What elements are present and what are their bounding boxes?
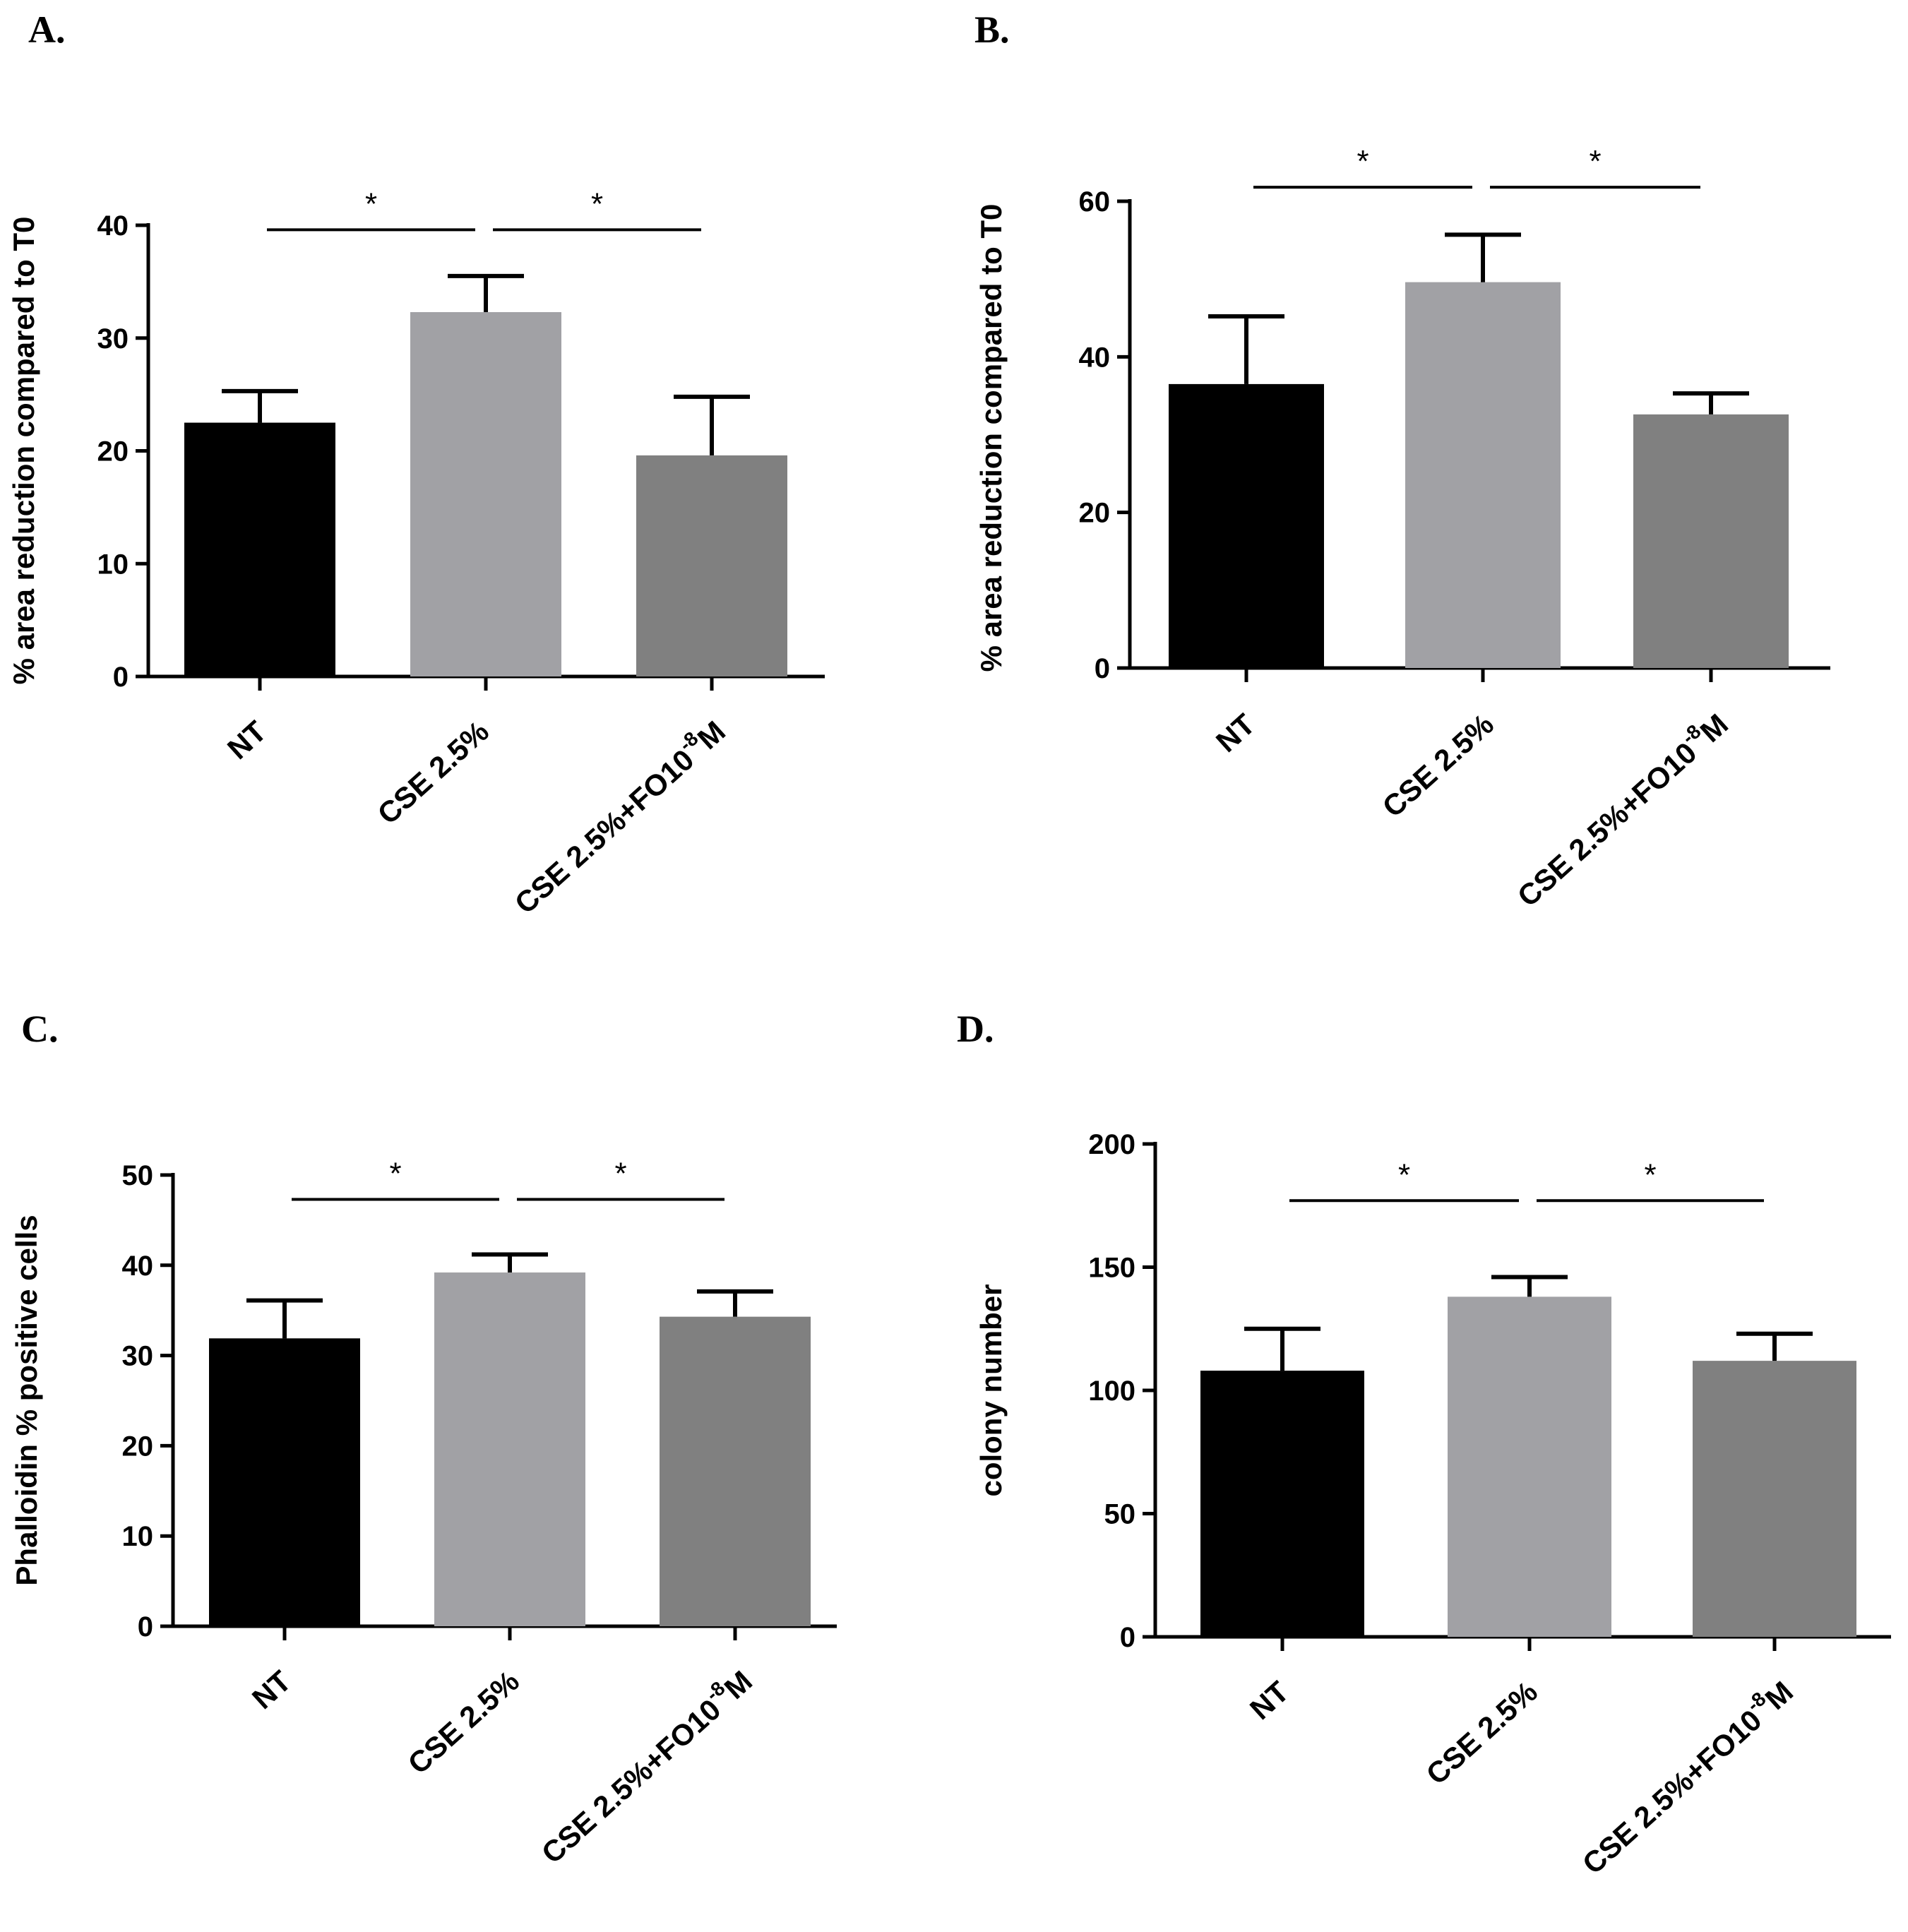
category-label: CSE 2.5%+FO10-8M bbox=[1573, 1671, 1799, 1881]
significance-marker: * bbox=[614, 1157, 626, 1191]
category-label: NT bbox=[1210, 708, 1261, 759]
category-label: CSE 2.5% bbox=[371, 715, 495, 831]
panel-letter: B. bbox=[974, 8, 1010, 51]
panel-letter: D. bbox=[957, 1008, 994, 1050]
panel-letter: A. bbox=[28, 8, 66, 51]
y-axis-label: % area reduction compared to T0 bbox=[7, 217, 40, 685]
category-label: NT bbox=[246, 1664, 297, 1716]
y-axis-label: Phalloidin % positive cells bbox=[10, 1215, 43, 1585]
bar-2 bbox=[1448, 1296, 1611, 1637]
y-axis-label: colony number bbox=[974, 1284, 1008, 1496]
y-tick-label: 50 bbox=[1104, 1499, 1136, 1530]
category-label-text: CSE 2.5%+FO10 bbox=[535, 1693, 727, 1870]
y-tick-label: 100 bbox=[1088, 1376, 1135, 1407]
bar-3 bbox=[636, 455, 787, 676]
y-tick-label: 40 bbox=[97, 210, 129, 242]
category-label-suffix: M bbox=[691, 715, 732, 756]
category-label-text: CSE 2.5% bbox=[402, 1664, 525, 1781]
category-label: CSE 2.5% bbox=[402, 1664, 525, 1781]
y-tick-label: 50 bbox=[122, 1160, 154, 1191]
bar-1 bbox=[209, 1338, 360, 1626]
y-tick-label: 20 bbox=[122, 1431, 154, 1462]
significance-marker: * bbox=[1589, 144, 1601, 179]
bar-1 bbox=[1200, 1371, 1364, 1637]
significance-marker: * bbox=[591, 186, 603, 221]
y-tick-label: 20 bbox=[97, 436, 129, 467]
y-tick-label: 10 bbox=[122, 1521, 154, 1552]
chart-panel-c: C. Phalloidin % positive cells 0 10 20 30 40 50… bbox=[10, 1008, 837, 1870]
panel-letter: C. bbox=[21, 1008, 59, 1050]
category-label: CSE 2.5%+FO10-8M bbox=[505, 711, 732, 921]
y-tick-label: 150 bbox=[1088, 1253, 1135, 1284]
category-label: CSE 2.5% bbox=[1376, 708, 1500, 824]
significance-marker: * bbox=[389, 1157, 401, 1191]
y-tick-label: 30 bbox=[122, 1341, 154, 1372]
y-tick-label: 40 bbox=[122, 1251, 154, 1282]
category-label-text: CSE 2.5% bbox=[1420, 1675, 1544, 1791]
y-tick-label: 0 bbox=[1120, 1622, 1135, 1653]
y-tick-label: 0 bbox=[138, 1611, 153, 1642]
bar-1 bbox=[184, 422, 335, 676]
category-label-text: NT bbox=[1244, 1675, 1295, 1727]
significance-marker: * bbox=[365, 186, 377, 221]
significance-marker: * bbox=[1357, 144, 1369, 179]
bar-2 bbox=[434, 1272, 585, 1626]
category-label: CSE 2.5% bbox=[1420, 1675, 1544, 1791]
bar-2 bbox=[410, 312, 561, 676]
category-label-text: NT bbox=[1210, 708, 1261, 759]
bar-2 bbox=[1405, 282, 1561, 668]
y-tick-label: 200 bbox=[1088, 1129, 1135, 1160]
category-label: NT bbox=[221, 715, 273, 766]
y-tick-label: 10 bbox=[97, 549, 129, 580]
bar-3 bbox=[1693, 1361, 1856, 1637]
y-tick-label: 20 bbox=[1079, 498, 1111, 529]
category-label-suffix: M bbox=[1694, 708, 1734, 749]
category-label-suffix: M bbox=[718, 1664, 758, 1705]
category-label-text: CSE 2.5%+FO10 bbox=[508, 743, 700, 920]
bar-3 bbox=[1633, 414, 1789, 668]
y-tick-label: 0 bbox=[113, 662, 129, 693]
category-label-text: CSE 2.5% bbox=[371, 715, 495, 831]
category-label-text: CSE 2.5% bbox=[1376, 708, 1500, 824]
chart-panel-a: A. % area reduction compared to T0 0 10 20 30… bbox=[7, 8, 825, 920]
category-label-suffix: M bbox=[1759, 1675, 1799, 1716]
y-axis-label: % area reduction compared to T0 bbox=[974, 204, 1008, 672]
category-label: CSE 2.5%+FO10-8M bbox=[532, 1661, 758, 1871]
bar-3 bbox=[660, 1316, 811, 1626]
category-label: NT bbox=[1244, 1675, 1295, 1727]
y-tick-label: 0 bbox=[1095, 653, 1110, 684]
y-tick-label: 60 bbox=[1079, 186, 1111, 217]
y-tick-label: 30 bbox=[97, 323, 129, 354]
significance-marker: * bbox=[1644, 1157, 1656, 1192]
category-label-text: CSE 2.5%+FO10 bbox=[1576, 1703, 1768, 1880]
chart-panel-b: B. % area reduction compared to T0 0 20 40 60… bbox=[974, 8, 1830, 913]
bar-1 bbox=[1169, 383, 1324, 668]
y-tick-label: 40 bbox=[1079, 342, 1111, 373]
category-label-text: NT bbox=[246, 1664, 297, 1716]
category-label: CSE 2.5%+FO10-8M bbox=[1508, 704, 1734, 914]
category-label-text: NT bbox=[221, 715, 273, 766]
significance-marker: * bbox=[1398, 1157, 1410, 1192]
category-label-text: CSE 2.5%+FO10 bbox=[1511, 736, 1703, 913]
